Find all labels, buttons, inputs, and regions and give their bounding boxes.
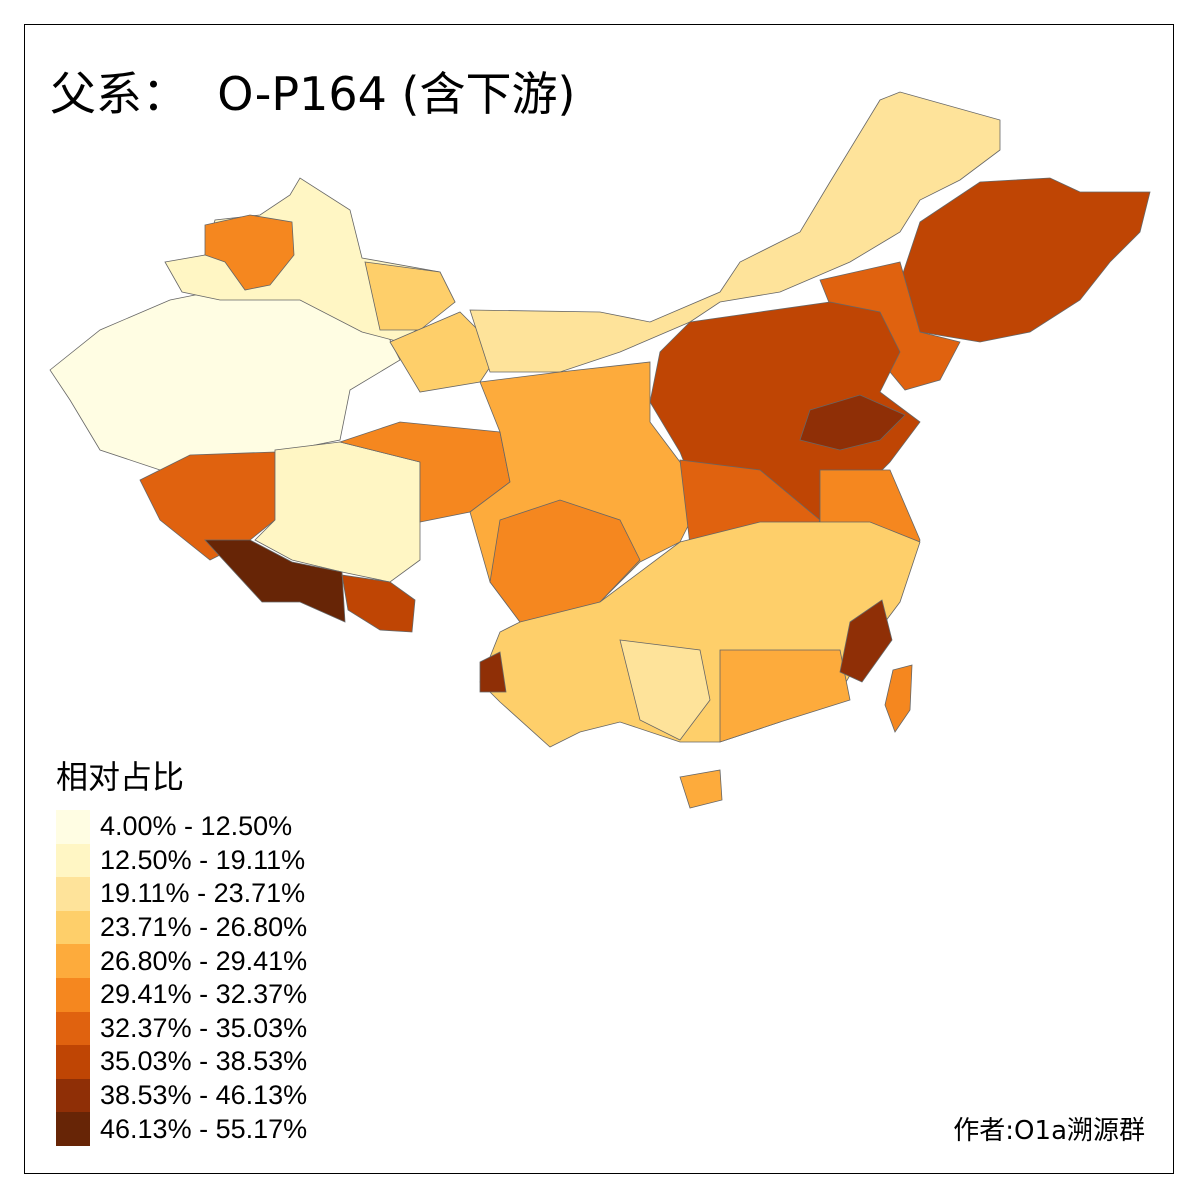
legend-swatch [56,810,90,844]
legend-item: 35.03% - 38.53% [56,1045,307,1079]
legend-label: 29.41% - 32.37% [100,979,308,1010]
legend: 相对占比 4.00% - 12.50% 12.50% - 19.11% 19.11%… [56,752,307,1146]
legend-label: 35.03% - 38.53% [100,1046,308,1077]
legend-swatch [56,1078,90,1113]
legend-label: 38.53% - 46.13% [100,1080,308,1111]
legend-item: 23.71% - 26.80% [56,910,308,945]
region-fujian [839,599,893,683]
region-guangdong [719,649,851,743]
legend-swatch [56,843,90,878]
legend-swatch [56,1045,90,1079]
legend-item: 29.41% - 32.37% [56,977,308,1012]
region-hainan [679,769,723,809]
legend-label: 19.11% - 23.71% [100,878,306,909]
region-xinjiang-northwest [204,214,295,291]
legend-label: 4.00% - 12.50% [100,811,293,842]
legend-item: 38.53% - 46.13% [56,1078,308,1113]
legend-item: 32.37% - 35.03% [56,1011,308,1046]
region-taiwan [884,664,913,733]
legend-item: 19.11% - 23.71% [56,877,307,911]
legend-swatch [56,1011,90,1046]
legend-label: 23.71% - 26.80% [100,912,308,943]
legend-label: 32.37% - 35.03% [100,1012,308,1043]
legend-label: 12.50% - 19.11% [100,844,306,875]
legend-label: 26.80% - 29.41% [100,945,308,976]
legend-item: 12.50% - 19.11% [56,843,307,878]
region-yunnan-west [479,651,507,693]
legend-swatch [56,1112,90,1146]
legend-swatch [56,877,90,911]
region-guangxi [619,639,711,741]
region-northeast [899,177,1151,343]
legend-label: 46.13% - 55.17% [100,1113,308,1144]
region-tibet-south [204,539,346,623]
legend-swatch [56,944,90,978]
region-xinjiang-east [364,261,456,331]
legend-title: 相对占比 [56,758,185,796]
legend-item: 46.13% - 55.17% [56,1112,307,1146]
map-title: 父系： O-P164 (含下游) [50,67,576,121]
legend-swatch [56,910,90,945]
region-shandong [799,394,906,451]
map-frame [24,24,1174,1174]
legend-item: 4.00% - 12.50% [56,810,307,844]
legend-item: 26.80% - 29.41% [56,944,307,978]
region-tibet-southeast [341,574,416,633]
legend-swatch [56,977,90,1012]
region-xinjiang-south [49,291,401,471]
author-credit: 作者:O1a溯源群 [953,1116,1145,1146]
region-inner-mongolia [469,91,1001,373]
region-tibet-west [139,451,276,561]
